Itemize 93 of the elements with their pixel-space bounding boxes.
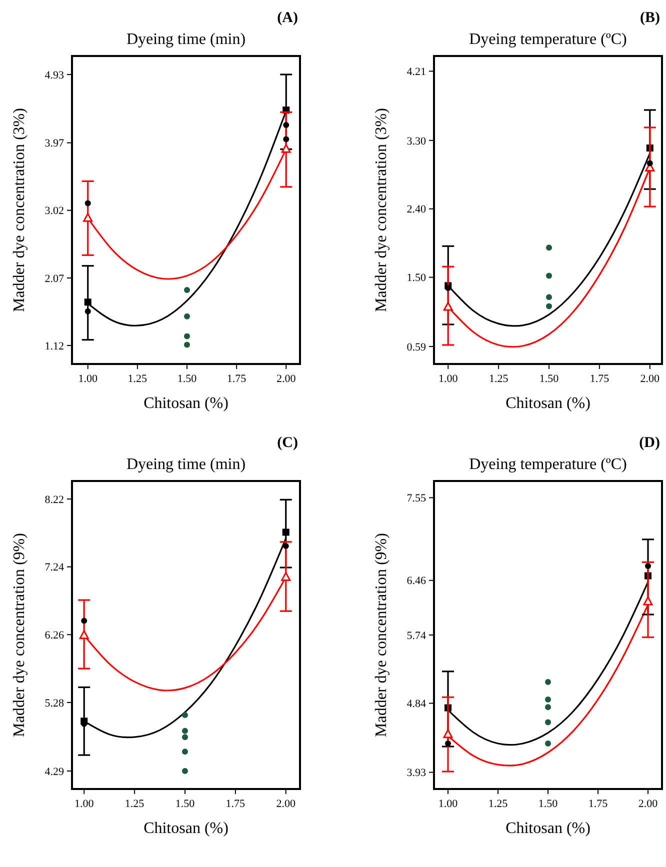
chart-title: Dyeing temperature (ºC)	[469, 456, 627, 473]
point	[182, 768, 188, 774]
point	[182, 748, 188, 755]
point	[645, 562, 651, 569]
x-tick-label: 1.50	[175, 798, 196, 810]
point	[546, 272, 552, 279]
y-tick-label: 5.28	[44, 697, 64, 710]
text: (C)	[277, 435, 298, 451]
point	[84, 308, 91, 314]
chart-title: Dyeing time (min)	[126, 31, 246, 48]
chart-title: Dyeing time (min)	[126, 456, 246, 473]
y-tick-label: 7.24	[44, 562, 64, 574]
y-tick-label: 2.40	[406, 204, 426, 216]
y-tick-label: 3.97	[44, 138, 64, 150]
point	[546, 244, 552, 251]
x-axis-title: Chitosan (%)	[506, 395, 590, 412]
point	[81, 618, 88, 624]
y-tick-label: 3.02	[44, 205, 64, 218]
y-tick-label: 5.74	[406, 630, 426, 642]
point	[184, 342, 190, 348]
x-tick-label: 1.25	[488, 373, 509, 385]
point	[443, 729, 453, 738]
x-tick-label: 1.25	[488, 798, 508, 810]
y-tick-label: 0.59	[406, 341, 426, 354]
point	[281, 572, 291, 581]
y-tick-label: 3.93	[406, 767, 426, 780]
point	[545, 679, 551, 686]
x-tick-label: 1.50	[177, 373, 198, 385]
x-axis-title: Chitosan (%)	[506, 820, 590, 837]
point	[546, 303, 552, 310]
point	[443, 302, 453, 311]
text: (D)	[639, 435, 660, 451]
y-tick-label: 6.26	[44, 630, 64, 642]
point	[83, 212, 93, 222]
y-tick-label: 4.29	[44, 766, 64, 778]
y-tick-label: 4.21	[406, 66, 426, 78]
x-tick-label: 2.00	[638, 798, 658, 810]
point	[445, 284, 452, 291]
x-tick-label: 1.75	[588, 798, 608, 810]
y-axis-title: Madder dye concentration (9%)	[11, 533, 28, 737]
y-tick-label: 2.07	[44, 272, 64, 285]
point	[643, 596, 653, 606]
text: (A)	[277, 10, 298, 26]
point	[79, 630, 89, 640]
x-tick-label: 2.00	[640, 373, 660, 385]
point	[445, 740, 451, 746]
point	[84, 298, 92, 306]
y-axis-title: Madder dye concentration (3%)	[11, 108, 28, 312]
x-tick-label: 1.00	[74, 798, 94, 810]
point	[184, 333, 190, 340]
x-axis-title: Chitosan (%)	[144, 395, 228, 412]
y-tick-label: 8.22	[44, 494, 64, 506]
x-tick-label: 1.00	[78, 373, 98, 385]
point	[182, 734, 188, 740]
x-tick-label: 1.75	[226, 798, 246, 810]
point	[545, 696, 551, 702]
x-tick-label: 1.25	[124, 798, 145, 810]
y-tick-label: 6.46	[406, 575, 426, 588]
x-axis-title: Chitosan (%)	[144, 820, 228, 837]
x-tick-label: 1.75	[590, 373, 610, 385]
x-tick-label: 1.50	[539, 373, 560, 385]
y-tick-label: 4.93	[44, 69, 64, 82]
point	[545, 719, 551, 726]
point	[182, 728, 188, 734]
point	[84, 200, 91, 206]
point	[282, 528, 290, 536]
y-tick-label: 7.55	[406, 492, 426, 505]
x-tick-label: 1.50	[538, 798, 558, 810]
point	[546, 294, 552, 300]
x-tick-label: 1.75	[226, 373, 247, 385]
point	[646, 160, 653, 166]
point	[281, 144, 291, 153]
point	[184, 287, 190, 294]
point	[184, 313, 190, 320]
point	[545, 740, 551, 746]
point	[283, 136, 290, 142]
y-axis-title: Madder dye concentration (9%)	[373, 533, 390, 737]
x-tick-label: 1.25	[128, 373, 148, 385]
y-tick-label: 4.84	[406, 698, 426, 710]
y-tick-label: 1.12	[44, 340, 64, 352]
x-tick-label: 2.00	[276, 798, 296, 810]
point	[545, 704, 551, 710]
y-axis-title: Madder dye concentration (3%)	[373, 108, 390, 312]
point	[282, 543, 289, 550]
x-tick-label: 1.00	[438, 373, 458, 385]
x-tick-label: 2.00	[276, 373, 296, 385]
chart-title: Dyeing temperature (ºC)	[469, 31, 627, 48]
y-tick-label: 3.30	[406, 135, 426, 148]
x-tick-label: 1.00	[438, 798, 458, 810]
point	[182, 712, 188, 718]
point	[283, 122, 290, 128]
y-tick-label: 1.50	[406, 272, 426, 284]
text: (B)	[640, 10, 660, 26]
